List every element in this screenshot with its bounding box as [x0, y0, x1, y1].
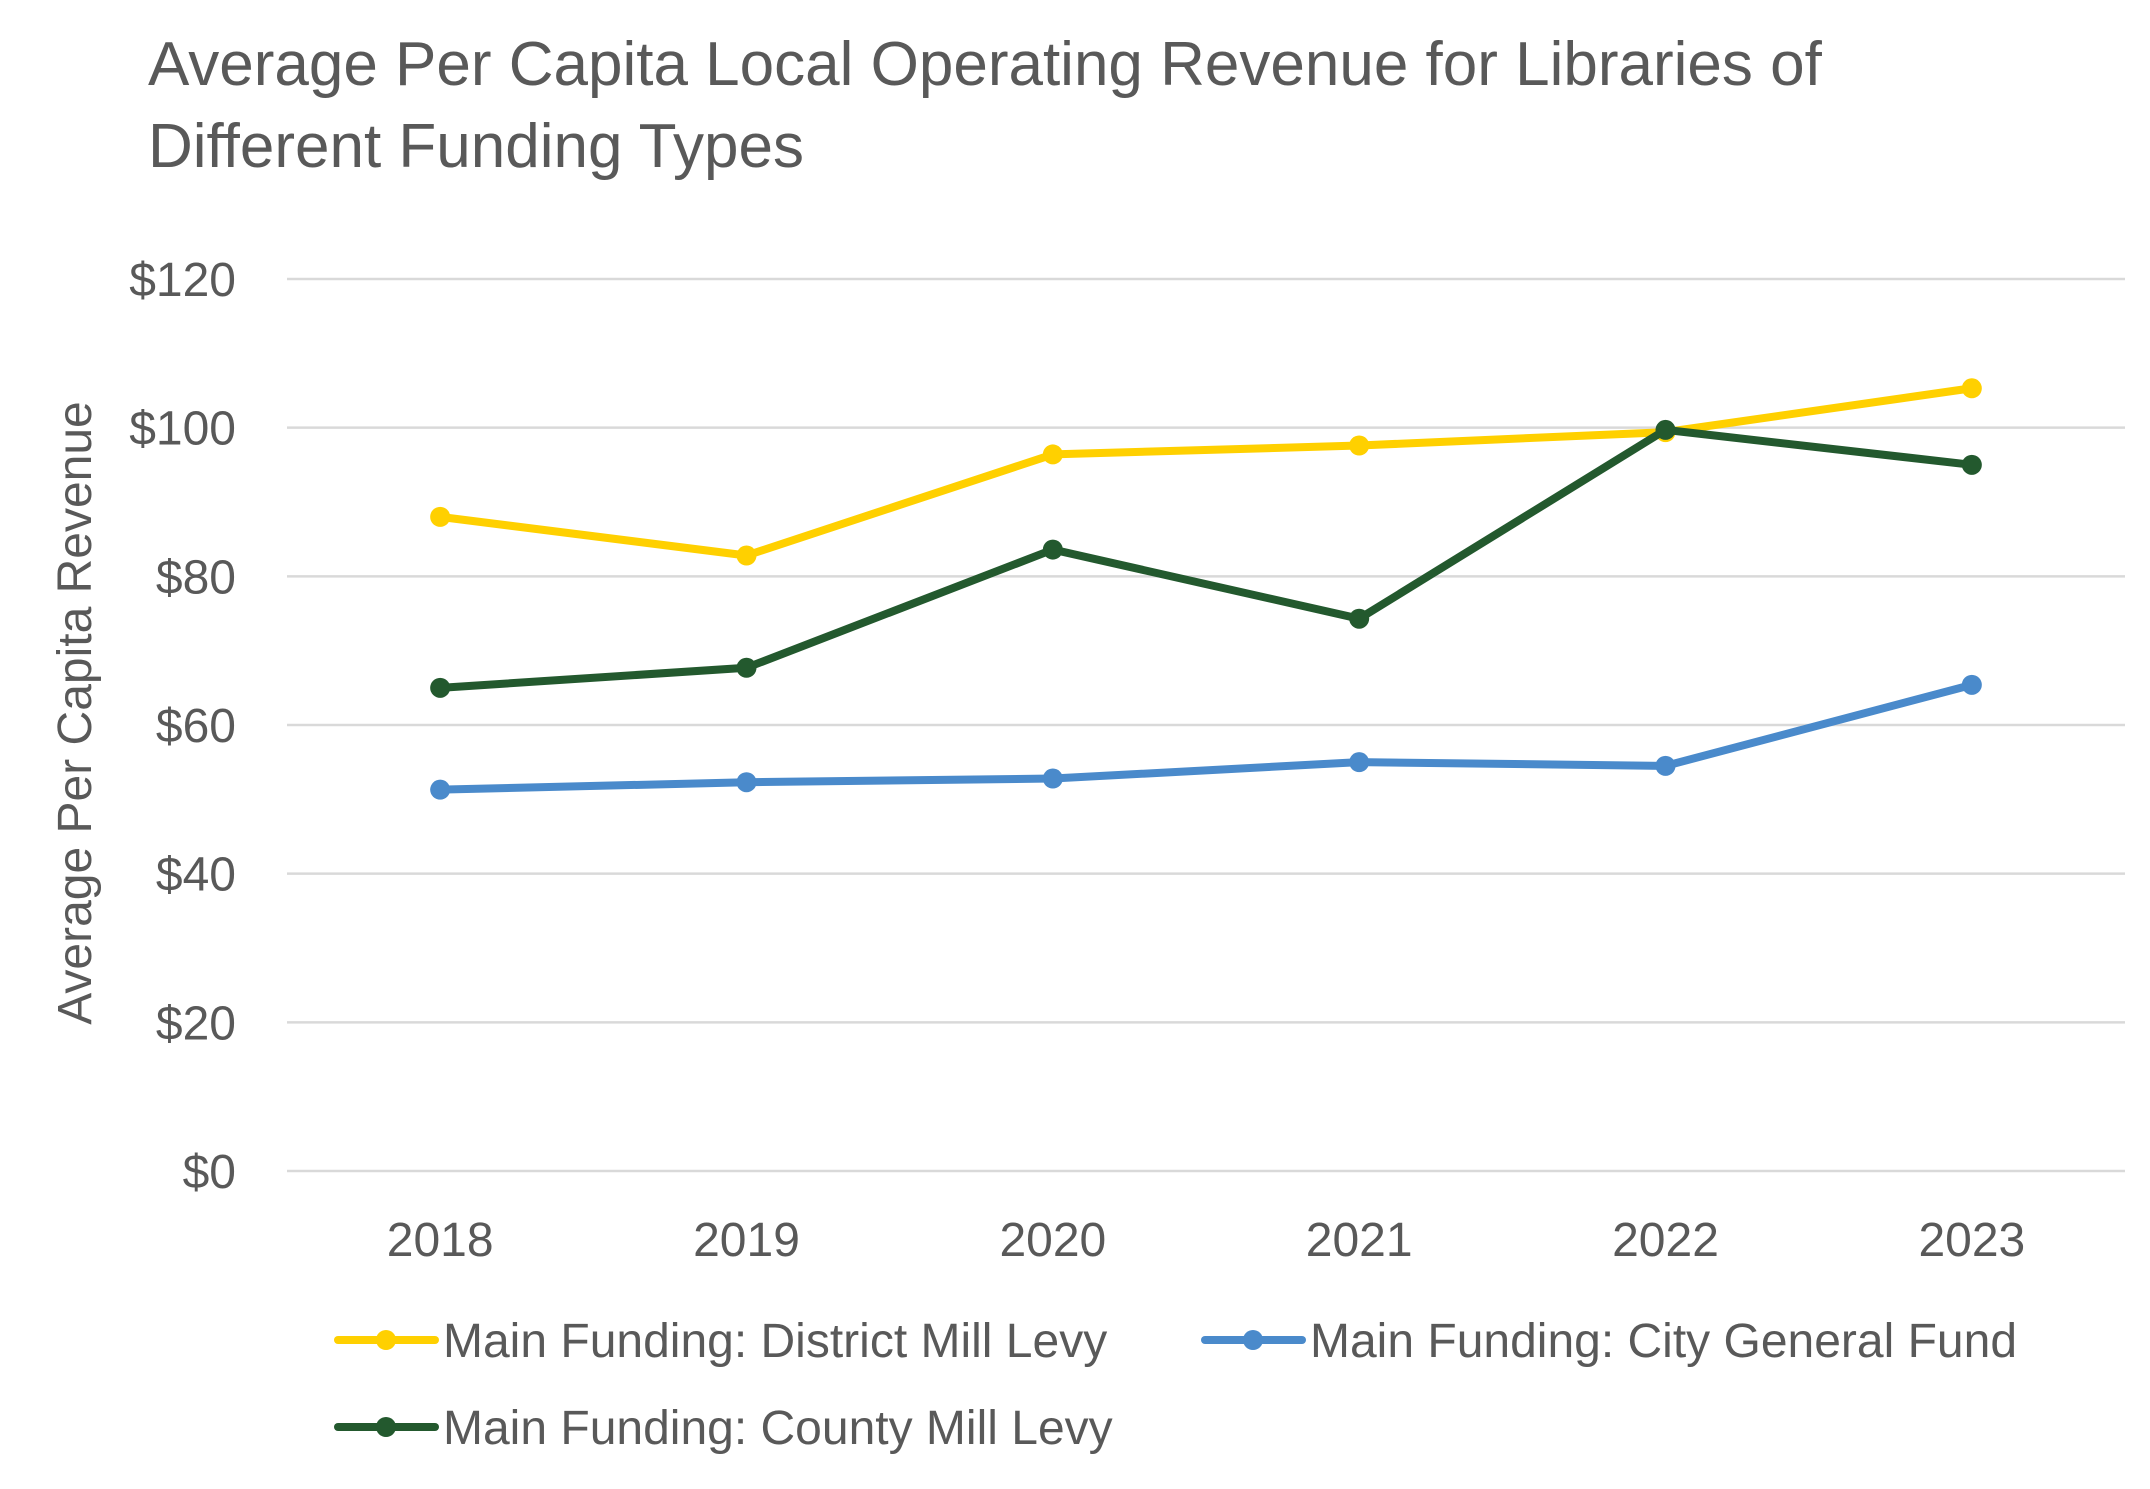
y-tick-label: $100: [129, 403, 236, 456]
series-line: [436, 680, 1976, 794]
data-point: [1042, 768, 1063, 789]
y-tick-label: $20: [156, 997, 236, 1050]
y-tick-label: $0: [183, 1146, 236, 1199]
data-point: [430, 506, 451, 527]
legend-label: Main Funding: County Mill Levy: [443, 1402, 1113, 1455]
chart-title-line-1: Average Per Capita Local Operating Reven…: [148, 30, 1823, 99]
x-tick-label: 2019: [693, 1214, 800, 1267]
data-point: [736, 545, 757, 566]
y-tick-label: $120: [129, 254, 236, 307]
series-line: [436, 384, 1976, 560]
legend-swatch-marker: [1243, 1330, 1263, 1350]
data-point: [1961, 674, 1982, 695]
series-layer: [430, 378, 1982, 800]
gridlines: [287, 277, 2125, 1173]
data-point: [430, 779, 451, 800]
data-point: [1042, 539, 1063, 560]
data-point: [1349, 435, 1370, 456]
legend: Main Funding: District Mill Levy Main Fun…: [334, 1315, 2017, 1455]
x-axis-ticks: 2018 2019 2020 2021 2022 2023: [387, 1214, 2025, 1267]
legend-swatch-marker: [376, 1330, 396, 1350]
series-line: [436, 425, 1976, 692]
legend-item: Main Funding: County Mill Levy: [334, 1402, 1113, 1455]
x-tick-label: 2018: [387, 1214, 494, 1267]
y-axis-label: Average Per Capita Revenue: [49, 401, 102, 1025]
data-point: [1655, 419, 1676, 440]
y-tick-label: $80: [156, 551, 236, 604]
data-point: [1961, 378, 1982, 399]
data-point: [736, 772, 757, 793]
series-3: [430, 419, 1982, 698]
data-point: [1961, 454, 1982, 475]
x-tick-label: 2022: [1612, 1214, 1719, 1267]
series-1: [430, 378, 1982, 566]
legend-label: Main Funding: City General Fund: [1310, 1315, 2017, 1368]
x-tick-label: 2023: [1918, 1214, 2025, 1267]
legend-item: Main Funding: City General Fund: [1201, 1315, 2017, 1368]
y-tick-label: $40: [156, 849, 236, 902]
data-point: [1655, 755, 1676, 776]
series-2: [430, 674, 1982, 800]
legend-swatch-marker: [376, 1417, 396, 1437]
legend-label: Main Funding: District Mill Levy: [443, 1315, 1107, 1368]
legend-item: Main Funding: District Mill Levy: [334, 1315, 1107, 1368]
data-point: [736, 657, 757, 678]
x-tick-label: 2020: [999, 1214, 1106, 1267]
data-point: [1042, 444, 1063, 465]
data-point: [1349, 752, 1370, 773]
chart-title-line-2: Different Funding Types: [148, 112, 804, 181]
data-point: [1349, 608, 1370, 629]
data-point: [430, 677, 451, 698]
x-tick-label: 2021: [1306, 1214, 1413, 1267]
y-tick-label: $60: [156, 700, 236, 753]
y-axis-ticks: $0 $20 $40 $60 $80 $100 $120: [129, 254, 236, 1199]
